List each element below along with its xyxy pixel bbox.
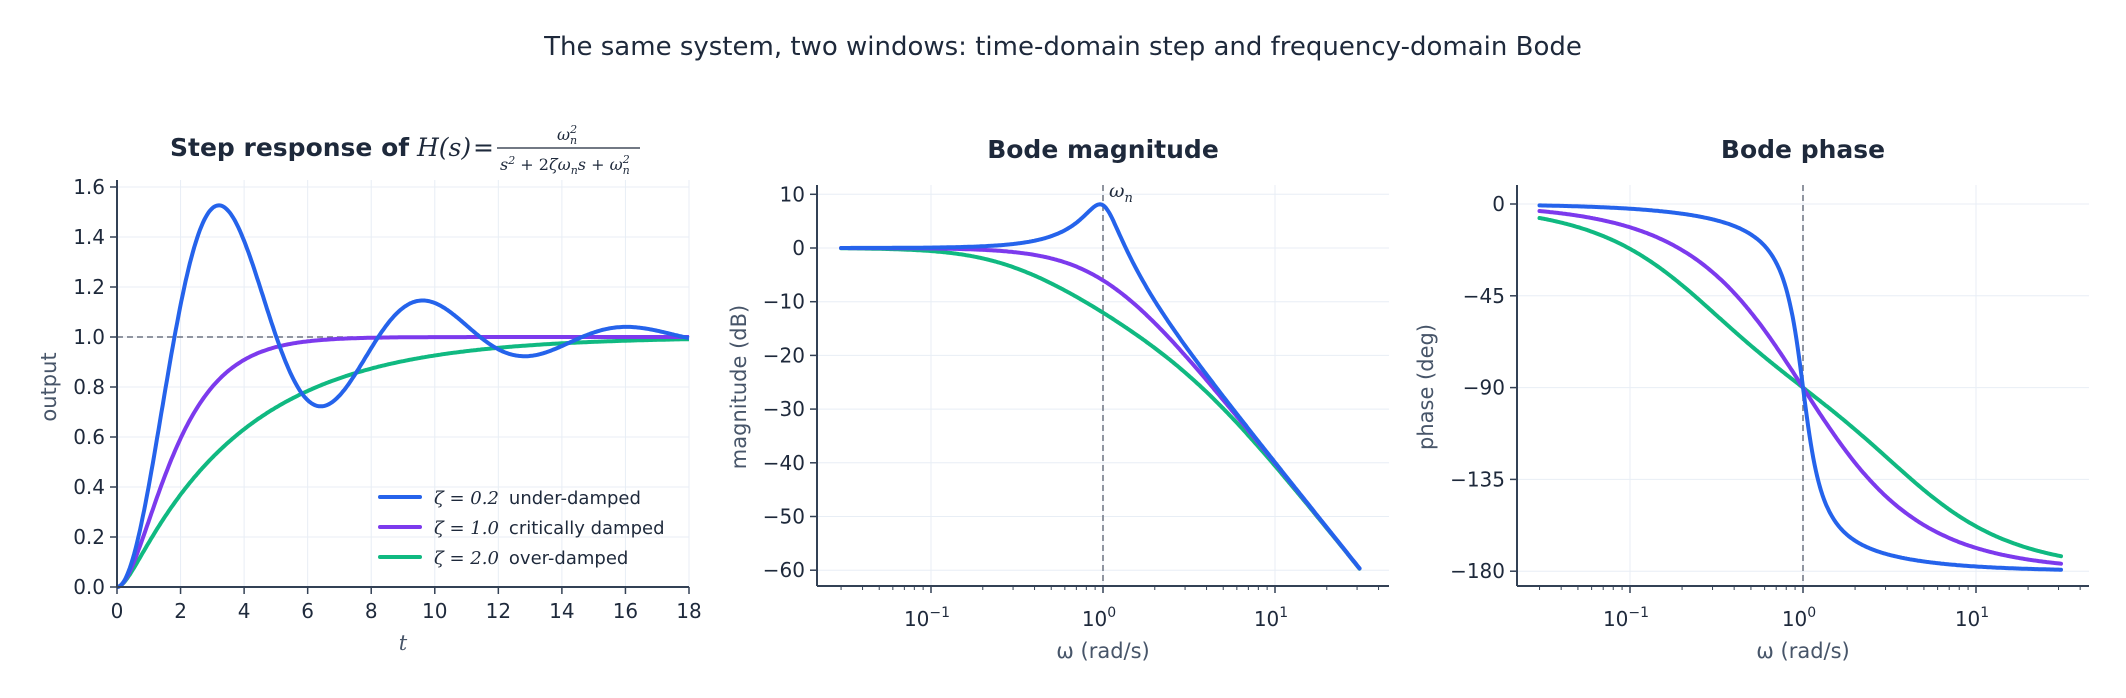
- y-tick-label: −50: [763, 505, 805, 529]
- y-tick-label: 1.6: [73, 175, 105, 199]
- y-tick-label: −135: [1450, 467, 1505, 491]
- y-tick-label: 1.4: [73, 225, 105, 249]
- y-tick-label: −40: [763, 451, 805, 475]
- y-tick-label: 1.0: [73, 325, 105, 349]
- y-tick-label: 0: [792, 236, 805, 260]
- y-tick-label: 0.0: [73, 575, 105, 599]
- x-tick-label: 8: [365, 599, 378, 623]
- y-tick-label: 0.8: [73, 375, 105, 399]
- x-tick-label: 16: [613, 599, 638, 623]
- x-tick-label: 10: [422, 599, 447, 623]
- x-tick-label: 6: [301, 599, 314, 623]
- bode-phase-title: Bode phase: [1721, 135, 1885, 164]
- y-tick-label: 0.2: [73, 525, 105, 549]
- legend: ζ = 0.2 under-damped ζ = 1.0 critically da…: [378, 488, 665, 569]
- step-curve: [116, 335, 690, 589]
- step-curve: [116, 203, 690, 589]
- x-tick-label: 14: [549, 599, 574, 623]
- figure-suptitle: The same system, two windows: time-domai…: [544, 32, 1582, 62]
- svg-text:s2 + 2ζωns + ωn2: s2 + 2ζωns + ωn2: [500, 153, 630, 177]
- magnitude-y-label: magnitude (dB): [727, 305, 751, 469]
- phase-x-label: ω (rad/s): [1756, 639, 1850, 663]
- x-tick-label: 0: [111, 599, 124, 623]
- svg-text:=: =: [473, 133, 494, 162]
- bode-magnitude-title: Bode magnitude: [987, 135, 1219, 164]
- y-tick-label: 0: [1492, 192, 1505, 216]
- y-tick-label: −60: [763, 558, 805, 582]
- x-tick-label: 18: [676, 599, 701, 623]
- bode-curve: [839, 246, 1362, 571]
- step-axes: 0 2 4 6 8 10 12 14 16 18 0.0 0.2 0.4 0.6 0.8 1.0 1.2 1.4 1…: [73, 175, 702, 623]
- svg-text:ωn2: ωn2: [557, 123, 577, 147]
- phase-axes: 10−1 100 101 0 −45 −90 −135 −180: [1450, 185, 2089, 631]
- legend-label: ζ = 1.0 critically damped: [434, 518, 665, 539]
- y-tick-label: −30: [763, 397, 805, 421]
- y-tick-label: −180: [1450, 559, 1505, 583]
- magnitude-curves: [839, 202, 1362, 571]
- step-response-panel: Step response of H(s) = ωn2 s2 + 2ζωns +…: [37, 123, 702, 655]
- legend-item-zeta-1-0: ζ = 1.0 critically damped: [378, 518, 665, 539]
- x-tick-label: 100: [1782, 605, 1816, 631]
- phase-y-label: phase (deg): [1414, 324, 1438, 450]
- y-tick-label: 1.2: [73, 275, 105, 299]
- magnitude-x-label: ω (rad/s): [1056, 639, 1150, 663]
- legend-item-zeta-0-2: ζ = 0.2 under-damped: [378, 488, 641, 509]
- phase-curves: [1537, 203, 2063, 572]
- x-tick-label: 101: [1254, 605, 1288, 631]
- x-tick-label: 10−1: [904, 605, 950, 631]
- x-tick-label: 101: [1955, 605, 1989, 631]
- bode-phase-panel: Bode phase 10−1 100 101 0 −45 −90 −135 −180 ω (…: [1414, 135, 2089, 663]
- y-tick-label: 0.4: [73, 475, 105, 499]
- legend-item-zeta-2-0: ζ = 2.0 over-damped: [378, 548, 628, 569]
- bode-magnitude-panel: Bode magnitude ωn 10−1 100 101100−10−20−30…: [727, 135, 1389, 663]
- wn-annotation: ωn: [1109, 180, 1133, 206]
- step-title-prefix: Step response of: [170, 133, 410, 162]
- step-curves: [116, 203, 690, 589]
- svg-text:H(s): H(s): [416, 133, 471, 162]
- step-y-label: output: [37, 352, 61, 421]
- y-tick-label: −10: [763, 290, 805, 314]
- y-tick-label: 0.6: [73, 425, 105, 449]
- bode-curve: [839, 246, 1362, 571]
- bode-curve: [1537, 209, 2063, 566]
- x-tick-label: 2: [174, 599, 187, 623]
- x-tick-label: 4: [238, 599, 251, 623]
- x-tick-label: 10−1: [1603, 605, 1649, 631]
- x-tick-label: 100: [1082, 605, 1116, 631]
- y-tick-label: −45: [1463, 284, 1505, 308]
- bode-curve: [839, 202, 1362, 571]
- legend-label: ζ = 2.0 over-damped: [434, 548, 628, 569]
- y-tick-label: 10: [780, 182, 805, 206]
- x-tick-label: 12: [486, 599, 511, 623]
- y-tick-label: −20: [763, 343, 805, 367]
- step-x-label: t: [399, 631, 408, 655]
- transfer-function-formula: H(s) = ωn2 s2 + 2ζωns + ωn2: [416, 123, 640, 177]
- legend-label: ζ = 0.2 under-damped: [434, 488, 641, 509]
- step-curve: [116, 337, 690, 589]
- y-tick-label: −90: [1463, 376, 1505, 400]
- bode-curve: [1537, 203, 2063, 572]
